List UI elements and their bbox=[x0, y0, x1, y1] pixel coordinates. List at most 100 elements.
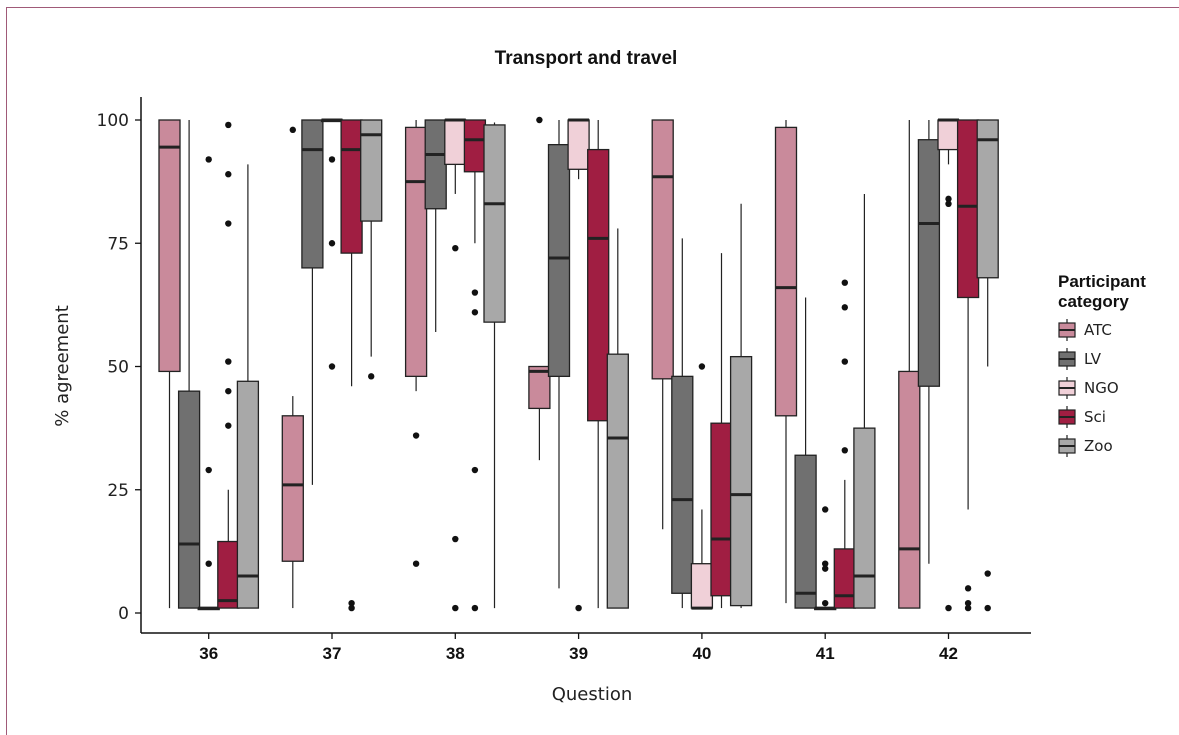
box-atc-q36 bbox=[158, 119, 181, 609]
outlier-point bbox=[841, 279, 848, 286]
legend-item-ngo: NGO bbox=[1058, 377, 1119, 399]
outlier-point bbox=[328, 363, 336, 370]
x-tick-label: 40 bbox=[692, 644, 711, 663]
box-body bbox=[690, 563, 714, 609]
legend-label: Zoo bbox=[1084, 437, 1113, 455]
box-body bbox=[587, 148, 610, 422]
legend-label: LV bbox=[1084, 350, 1102, 368]
outlier-point bbox=[841, 358, 848, 365]
series-sci bbox=[217, 119, 980, 612]
box-sci-q38 bbox=[463, 119, 487, 612]
series-lv bbox=[177, 119, 941, 609]
box-body bbox=[853, 427, 876, 609]
box-body bbox=[463, 119, 487, 173]
box-body bbox=[236, 380, 260, 609]
outlier-point bbox=[452, 535, 459, 543]
box-body bbox=[937, 119, 960, 151]
box-body bbox=[281, 415, 304, 562]
box-ngo-q42 bbox=[937, 118, 960, 612]
outlier-point bbox=[945, 200, 952, 208]
box-lv-q41 bbox=[794, 297, 817, 609]
outlier-point bbox=[964, 585, 972, 592]
outlier-point bbox=[841, 304, 848, 311]
box-zoo-q41 bbox=[853, 193, 876, 609]
outlier-point bbox=[452, 244, 459, 252]
box-ngo-q36 bbox=[197, 156, 220, 611]
box-body bbox=[547, 143, 571, 378]
outlier-point bbox=[698, 363, 706, 370]
outlier-point bbox=[822, 506, 829, 513]
box-zoo-q39 bbox=[606, 228, 629, 609]
outlier-point bbox=[205, 560, 212, 567]
outlier-point bbox=[412, 432, 420, 439]
box-body bbox=[444, 119, 467, 166]
outlier-point bbox=[945, 604, 952, 612]
box-lv-q42 bbox=[917, 120, 941, 564]
box-lv-q38 bbox=[424, 119, 447, 332]
legend-title-line-2: category bbox=[1058, 292, 1129, 311]
axes: 0 25 50 75 100 36 37 38 39 40 41 42 bbox=[97, 97, 1031, 663]
box-sci-q37 bbox=[340, 119, 363, 612]
outlier-point bbox=[536, 116, 543, 124]
outlier-point bbox=[348, 599, 355, 607]
box-atc-q42 bbox=[898, 120, 921, 609]
x-tick-label: 41 bbox=[816, 644, 835, 663]
box-body bbox=[528, 365, 551, 410]
series-zoo bbox=[236, 119, 999, 612]
box-lv-q40 bbox=[671, 238, 694, 609]
box-atc-q41 bbox=[774, 120, 798, 604]
y-tick-label: 100 bbox=[97, 111, 129, 131]
box-body bbox=[774, 126, 798, 417]
outlier-point bbox=[225, 387, 232, 395]
outlier-point bbox=[984, 570, 991, 577]
box-sci-q39 bbox=[587, 120, 610, 609]
box-sci-q40 bbox=[710, 253, 733, 609]
box-ngo-q40 bbox=[690, 363, 714, 610]
outlier-point bbox=[368, 373, 375, 380]
box-body bbox=[651, 119, 674, 380]
x-tick-label: 38 bbox=[446, 644, 465, 663]
box-body bbox=[671, 375, 694, 594]
outlier-point bbox=[945, 195, 952, 203]
box-zoo-q38 bbox=[483, 122, 506, 609]
outlier-point bbox=[328, 156, 336, 163]
outlier-point bbox=[412, 560, 420, 567]
box-lv-q36 bbox=[177, 120, 201, 609]
box-body bbox=[483, 124, 506, 323]
legend-label: Sci bbox=[1084, 408, 1106, 426]
x-tick-label: 37 bbox=[323, 644, 342, 663]
box-body bbox=[729, 355, 753, 607]
box-body bbox=[158, 119, 181, 373]
box-body bbox=[177, 390, 201, 609]
box-atc-q40 bbox=[651, 119, 674, 530]
box-atc-q37 bbox=[281, 126, 304, 609]
box-body bbox=[404, 126, 428, 378]
outlier-point bbox=[205, 466, 212, 474]
box-sci-q36 bbox=[217, 121, 240, 609]
legend: Participant category ATC LV NGO Sci Zoo bbox=[1058, 272, 1146, 457]
outlier-point bbox=[205, 156, 212, 163]
legend-item-lv: LV bbox=[1058, 348, 1102, 370]
box-lv-q39 bbox=[547, 120, 571, 589]
box-body bbox=[710, 422, 733, 597]
outlier-point bbox=[964, 599, 972, 607]
outlier-point bbox=[225, 422, 232, 429]
box-zoo-q37 bbox=[360, 119, 383, 380]
box-body bbox=[898, 370, 921, 609]
y-axis-title: % agreement bbox=[52, 305, 73, 427]
box-body bbox=[217, 540, 240, 609]
x-tick-label: 39 bbox=[569, 644, 588, 663]
box-ngo-q37 bbox=[320, 118, 344, 370]
box-ngo-q39 bbox=[567, 118, 590, 612]
box-ngo-q41 bbox=[814, 506, 837, 611]
box-sci-q42 bbox=[956, 119, 980, 612]
x-axis-title: Question bbox=[552, 684, 633, 705]
box-sci-q41 bbox=[833, 279, 856, 609]
box-body bbox=[917, 139, 941, 387]
box-zoo-q42 bbox=[976, 119, 999, 612]
box-body bbox=[976, 119, 999, 279]
outlier-point bbox=[225, 358, 232, 365]
legend-label: ATC bbox=[1084, 321, 1112, 339]
box-atc-q39 bbox=[528, 116, 551, 461]
x-tick-label: 42 bbox=[939, 644, 958, 663]
